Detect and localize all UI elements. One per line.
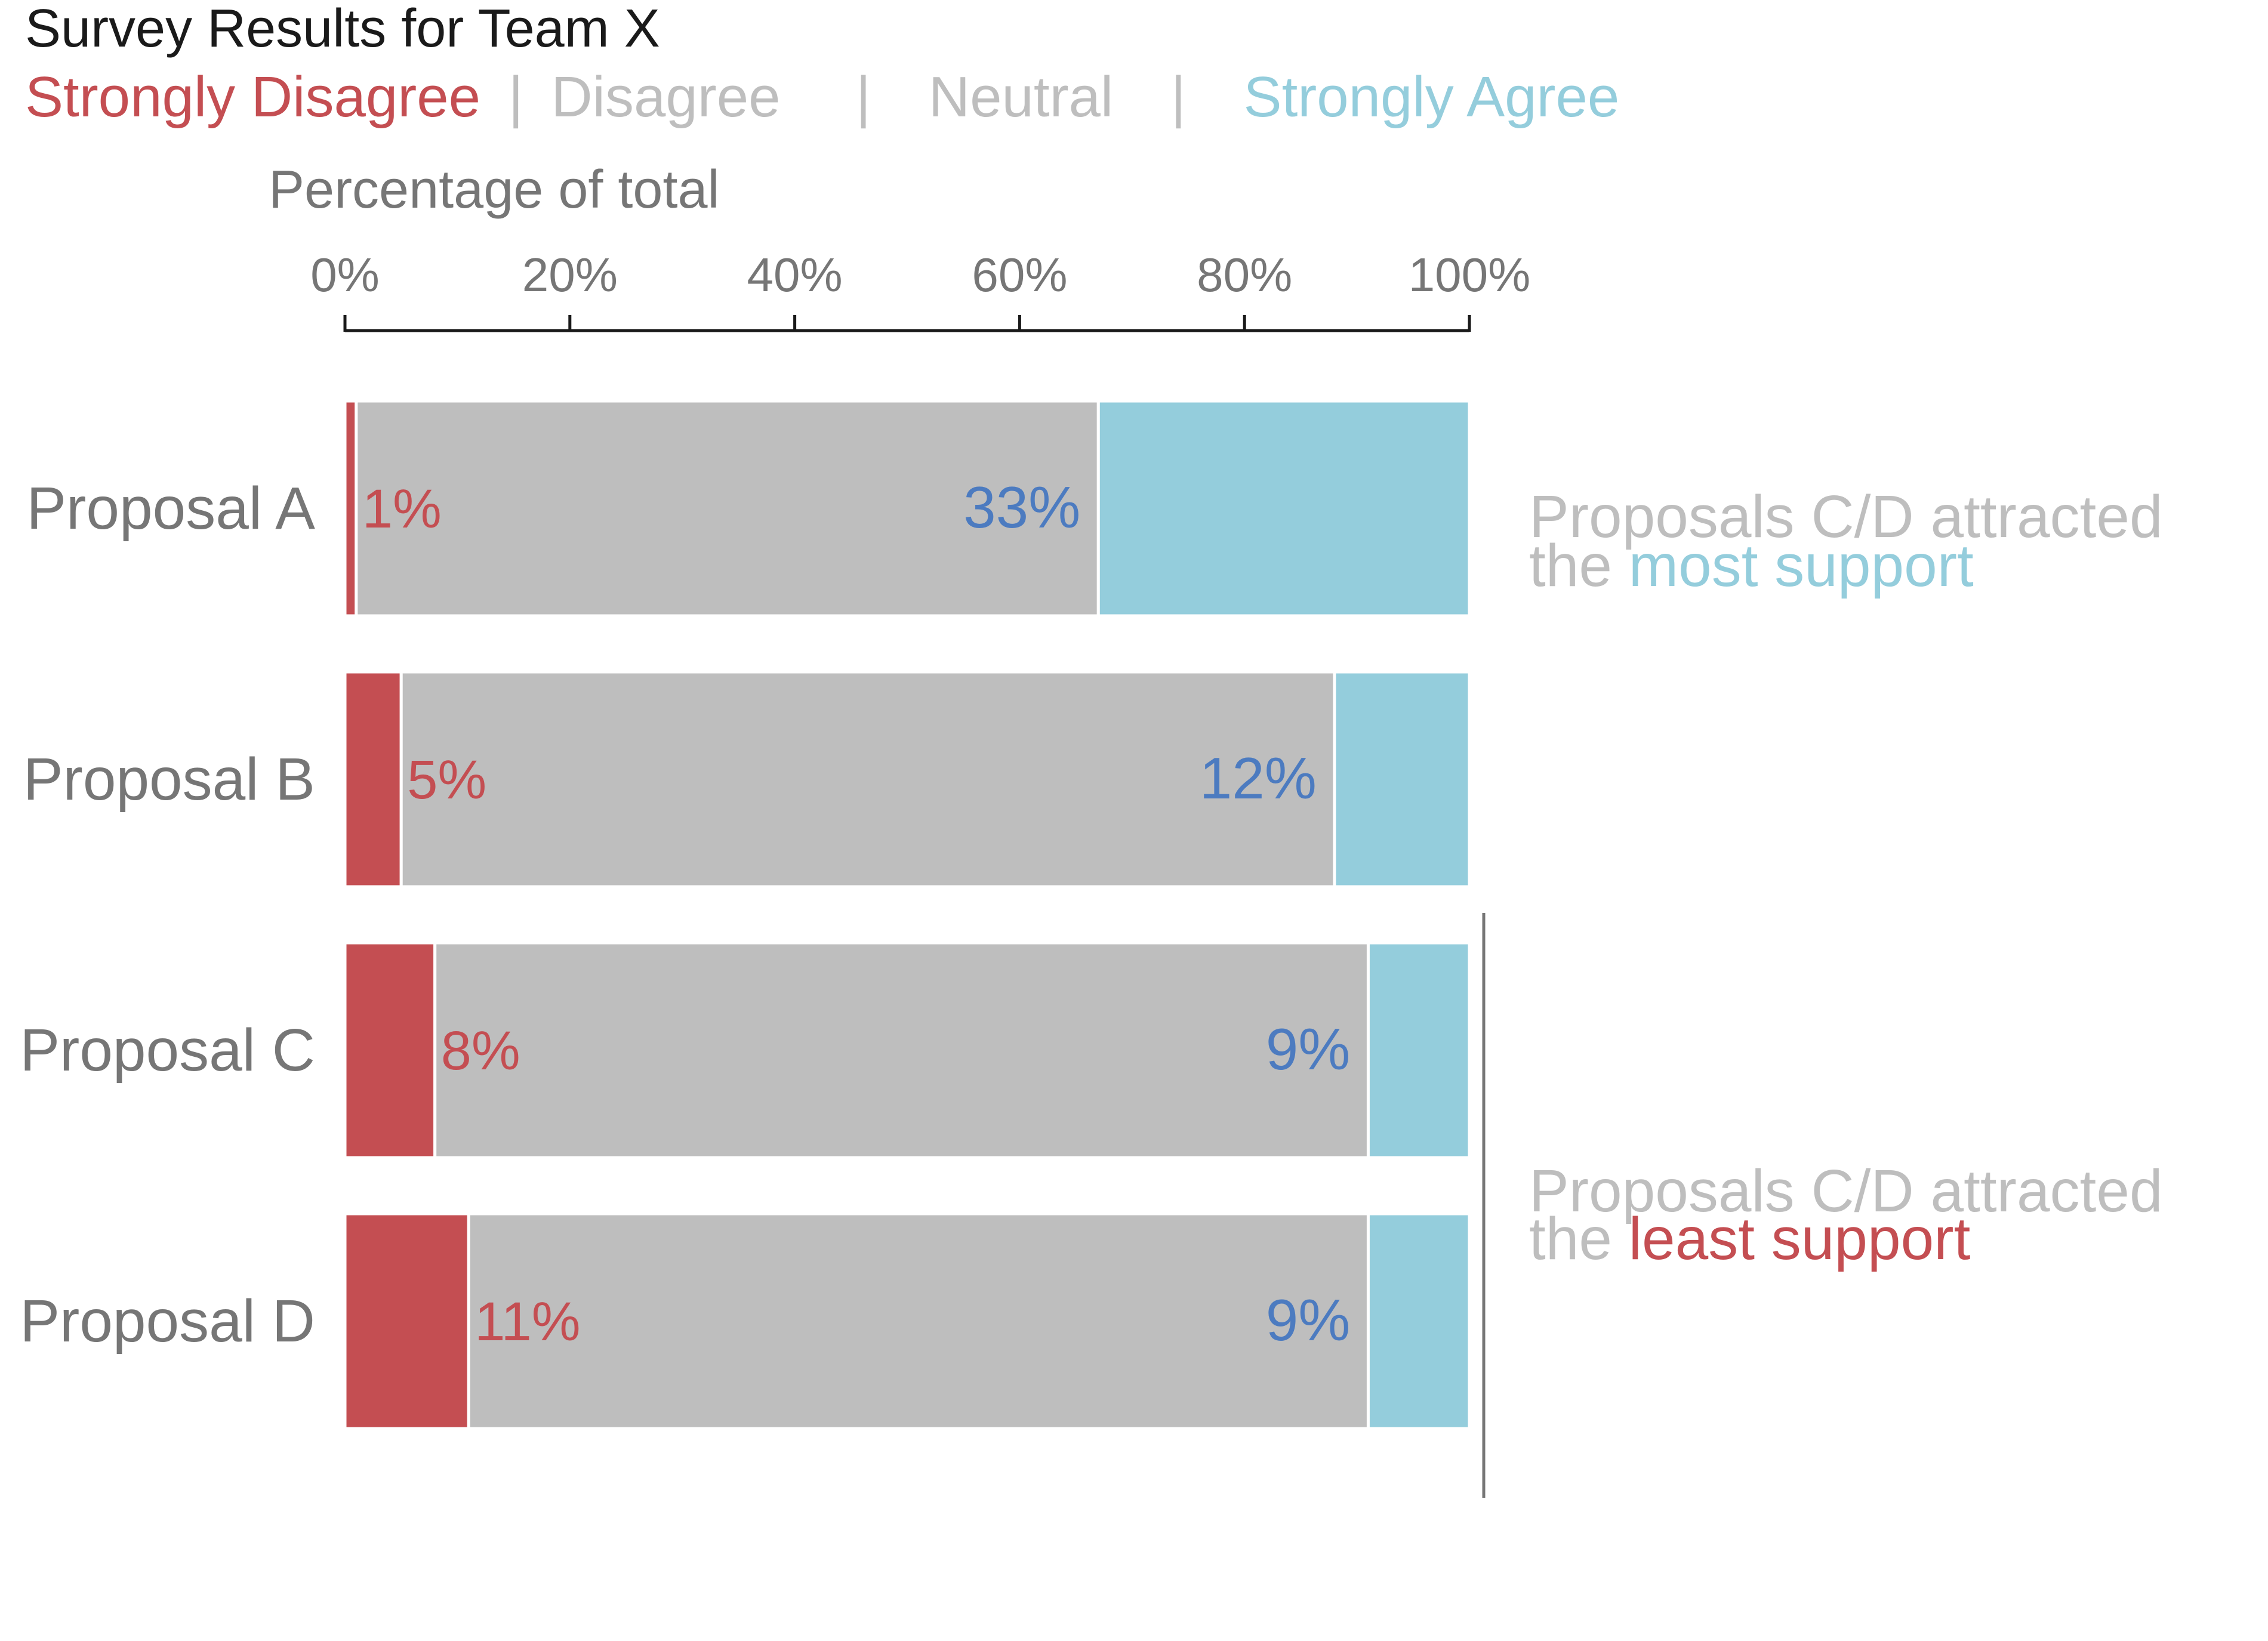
legend-separator: | [1171,65,1186,129]
bar-segment [343,399,358,618]
bar-segment [355,399,1100,618]
category-label: Proposal D [20,1288,315,1355]
annotation-prefix: the [1529,532,1629,599]
bar-segment [399,670,1336,889]
legend-item-neutral: Neutral [929,65,1113,129]
annotation-highlight: most support [1629,532,1974,599]
left-value-label: 11% [474,1291,580,1352]
bar-segment [1366,1212,1471,1430]
x-tick-label: 80% [1197,248,1292,301]
annotation-line2: the least support [1529,1205,1971,1272]
annotation-line2: the most support [1529,532,1974,599]
bar-segment [433,941,1370,1159]
x-axis-label: Percentage of total [269,160,720,220]
right-value-label: 9% [1266,1016,1351,1082]
annotation-highlight: least support [1629,1205,1971,1272]
annotation-line1: Proposals C/D attracted [1529,483,2163,550]
category-labels: Proposal A Proposal B Proposal C Proposal D [20,475,315,1355]
bar-segment [1333,670,1471,889]
left-value-label: 8% [441,1020,520,1081]
chart-title: Survey Results for Team X [25,0,660,58]
value-labels: 1% 33% 5% 12% 8% 9% 11% 9% [362,474,1351,1353]
bar-segment [1366,941,1471,1159]
bar-segment [343,1212,470,1430]
x-tick-label: 20% [522,248,618,301]
x-tick-label: 40% [747,248,843,301]
right-value-label: 9% [1266,1287,1351,1353]
annotation-prefix: the [1529,1205,1629,1272]
bar-segment [343,670,403,889]
x-tick-label: 0% [310,248,380,301]
legend-item-disagree: Disagree [551,65,780,129]
legend: Strongly Disagree | Disagree | Neutral |… [25,65,1619,129]
bar-segment [467,1212,1370,1430]
x-tick-label: 60% [972,248,1067,301]
left-value-label: 5% [407,749,486,810]
annotation-line1: Proposals C/D attracted [1529,1158,2163,1224]
x-axis: 0% 20% 40% 60% 80% 100% [310,248,1530,332]
bar-segment [343,941,437,1159]
bar-segment [1096,399,1471,618]
bars [343,399,1471,1430]
right-value-label: 33% [963,474,1080,540]
x-tick-label: 100% [1409,248,1531,301]
legend-separator: | [856,65,871,129]
category-label: Proposal A [26,475,315,542]
legend-item-strongly-agree: Strongly Agree [1244,65,1620,129]
category-label: Proposal B [23,746,315,813]
legend-item-strongly-disagree: Strongly Disagree [25,65,480,129]
right-value-label: 12% [1200,745,1317,811]
left-value-label: 1% [362,479,442,539]
category-label: Proposal C [20,1017,315,1084]
legend-separator: | [509,65,523,129]
